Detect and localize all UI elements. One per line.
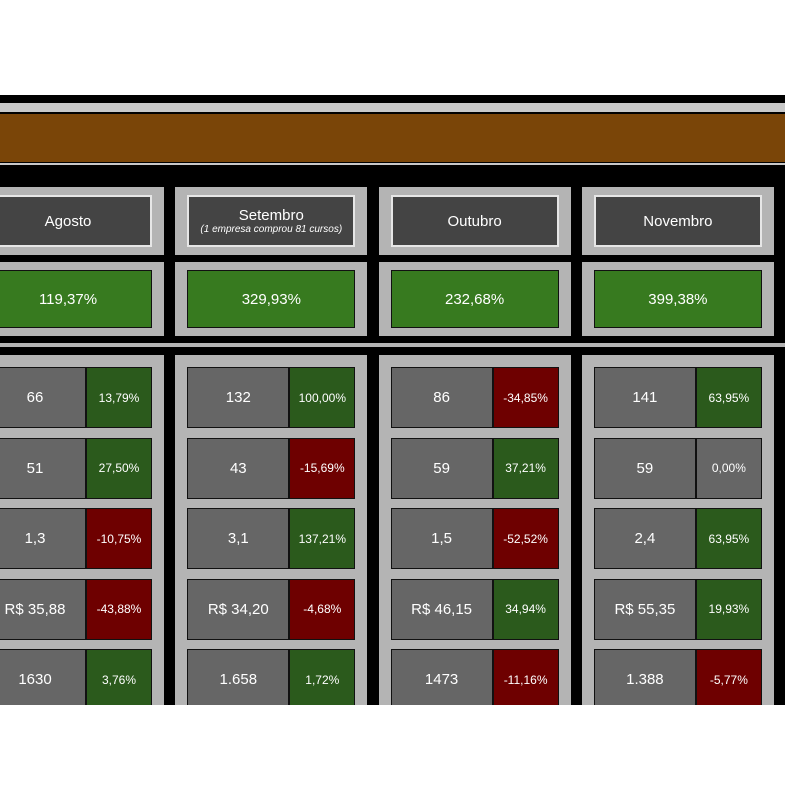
value-cell: R$ 34,20 <box>187 578 290 640</box>
value-cell: 1.388 <box>593 649 696 705</box>
value-cell: 51 <box>0 437 86 499</box>
change-cell: 37,21% <box>492 437 559 499</box>
value-cell: 1,5 <box>390 508 493 569</box>
value-cell: 59 <box>390 437 493 499</box>
month-header: Outubro <box>390 195 559 247</box>
dashboard: Agosto 119,37% 66 13,79% 51 27,50% 1,3 -10,75% R… <box>0 95 785 705</box>
change-cell: -11,16% <box>492 649 559 705</box>
divider <box>0 163 785 165</box>
change-cell: 34,94% <box>492 578 559 640</box>
month-header: Agosto <box>0 195 152 247</box>
value-cell: 1,3 <box>0 508 86 569</box>
change-cell: -52,52% <box>492 508 559 569</box>
value-cell: 59 <box>593 437 696 499</box>
value-cell: 1473 <box>390 649 493 705</box>
month-note: (1 empresa comprou 81 cursos) <box>200 224 343 235</box>
divider <box>0 343 785 347</box>
change-cell: 137,21% <box>289 508 356 569</box>
value-cell: R$ 55,35 <box>593 578 696 640</box>
change-cell: 27,50% <box>86 437 152 499</box>
value-cell: 66 <box>0 367 86 428</box>
month-title: Novembro <box>643 212 713 230</box>
change-cell: 100,00% <box>289 367 356 428</box>
change-cell: 19,93% <box>695 578 762 640</box>
total-cell: 399,38% <box>593 270 762 328</box>
change-cell: 13,79% <box>86 367 152 428</box>
month-title: Agosto <box>44 212 92 230</box>
value-cell: 141 <box>593 367 696 428</box>
total-cell: 329,93% <box>187 270 356 328</box>
value-cell: 86 <box>390 367 493 428</box>
change-cell: -5,77% <box>695 649 762 705</box>
top-bar <box>0 103 785 112</box>
month-header: Setembro (1 empresa comprou 81 cursos) <box>187 195 356 247</box>
value-cell: 2,4 <box>593 508 696 569</box>
change-cell: 63,95% <box>695 508 762 569</box>
change-cell: -4,68% <box>289 578 356 640</box>
value-cell: 132 <box>187 367 290 428</box>
value-cell: 43 <box>187 437 290 499</box>
change-cell: 0,00% <box>695 437 762 499</box>
value-cell: 3,1 <box>187 508 290 569</box>
value-cell: 1.658 <box>187 649 290 705</box>
month-title: Outubro <box>447 212 502 230</box>
change-cell: -15,69% <box>289 437 356 499</box>
change-cell: 63,95% <box>695 367 762 428</box>
banner <box>0 114 785 162</box>
total-cell: 119,37% <box>0 270 152 328</box>
total-cell: 232,68% <box>390 270 559 328</box>
value-cell: R$ 35,88 <box>0 578 86 640</box>
change-cell: 3,76% <box>86 649 152 705</box>
change-cell: -10,75% <box>86 508 152 569</box>
change-cell: -43,88% <box>86 578 152 640</box>
month-header: Novembro <box>593 195 762 247</box>
month-title: Setembro <box>238 207 304 224</box>
value-cell: 1630 <box>0 649 86 705</box>
change-cell: -34,85% <box>492 367 559 428</box>
change-cell: 1,72% <box>289 649 356 705</box>
value-cell: R$ 46,15 <box>390 578 493 640</box>
